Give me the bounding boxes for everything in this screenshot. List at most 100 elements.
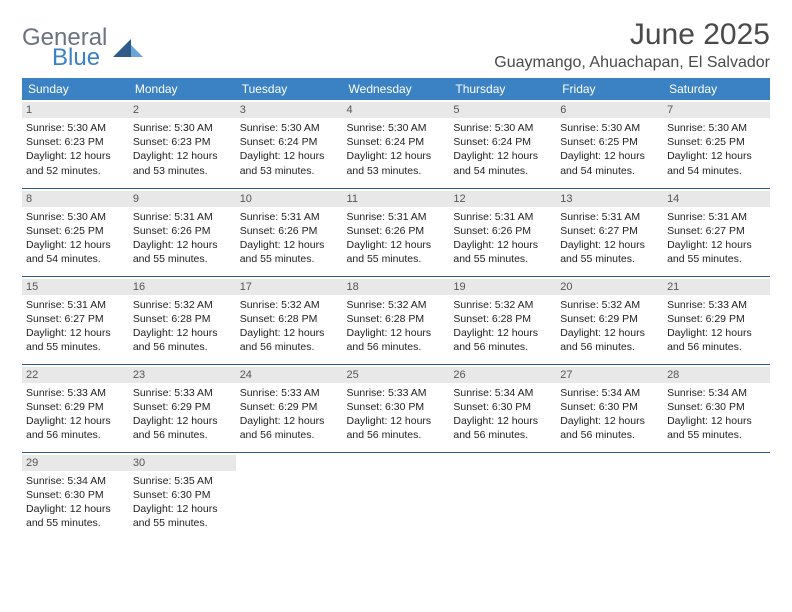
header: General Blue June 2025 Guaymango, Ahuach…: [22, 18, 770, 72]
day-cell: 14 Sunrise: 5:31 AMSunset: 6:27 PMDayligh…: [663, 188, 770, 276]
day-info: Sunrise: 5:31 AMSunset: 6:26 PMDaylight:…: [453, 210, 552, 267]
day-cell: 27 Sunrise: 5:34 AMSunset: 6:30 PMDayligh…: [556, 364, 663, 452]
day-info: Sunrise: 5:33 AMSunset: 6:29 PMDaylight:…: [133, 386, 232, 443]
day-number: 4: [343, 102, 450, 118]
day-cell: 18 Sunrise: 5:32 AMSunset: 6:28 PMDayligh…: [343, 276, 450, 364]
day-cell: 12 Sunrise: 5:31 AMSunset: 6:26 PMDayligh…: [449, 188, 556, 276]
day-cell: 28 Sunrise: 5:34 AMSunset: 6:30 PMDayligh…: [663, 364, 770, 452]
day-cell: 3 Sunrise: 5:30 AMSunset: 6:24 PMDaylight…: [236, 100, 343, 188]
day-cell: 9 Sunrise: 5:31 AMSunset: 6:26 PMDaylight…: [129, 188, 236, 276]
day-info: Sunrise: 5:34 AMSunset: 6:30 PMDaylight:…: [560, 386, 659, 443]
day-info: Sunrise: 5:31 AMSunset: 6:27 PMDaylight:…: [667, 210, 766, 267]
triangle-icon: [113, 35, 143, 62]
day-info: Sunrise: 5:31 AMSunset: 6:27 PMDaylight:…: [560, 210, 659, 267]
day-cell: 17 Sunrise: 5:32 AMSunset: 6:28 PMDayligh…: [236, 276, 343, 364]
day-number: 22: [22, 367, 129, 383]
day-number: 13: [556, 191, 663, 207]
day-cell: 29 Sunrise: 5:34 AMSunset: 6:30 PMDayligh…: [22, 452, 129, 540]
day-number: 26: [449, 367, 556, 383]
day-number: 9: [129, 191, 236, 207]
calendar-row: 22Sunrise: 5:33 AMSunset: 6:29 PMDayligh…: [22, 364, 770, 452]
calendar-table: SundayMondayTuesdayWednesdayThursdayFrid…: [22, 78, 770, 540]
day-number: 3: [236, 102, 343, 118]
calendar-row: 1Sunrise: 5:30 AMSunset: 6:23 PMDaylight…: [22, 100, 770, 188]
day-number: 27: [556, 367, 663, 383]
day-header: Sunday: [22, 78, 129, 100]
day-cell: 13 Sunrise: 5:31 AMSunset: 6:27 PMDayligh…: [556, 188, 663, 276]
day-header-row: SundayMondayTuesdayWednesdayThursdayFrid…: [22, 78, 770, 100]
day-info: Sunrise: 5:33 AMSunset: 6:29 PMDaylight:…: [26, 386, 125, 443]
day-info: Sunrise: 5:31 AMSunset: 6:26 PMDaylight:…: [240, 210, 339, 267]
day-info: Sunrise: 5:30 AMSunset: 6:24 PMDaylight:…: [240, 121, 339, 178]
day-number: 18: [343, 279, 450, 295]
day-number: 1: [22, 102, 129, 118]
day-cell: 30Sunrise: 5:35 AMSunset: 6:30 PMDayligh…: [129, 452, 236, 540]
day-cell: 10Sunrise: 5:31 AMSunset: 6:26 PMDayligh…: [236, 188, 343, 276]
day-number: 14: [663, 191, 770, 207]
day-number: 24: [236, 367, 343, 383]
day-info: Sunrise: 5:31 AMSunset: 6:26 PMDaylight:…: [347, 210, 446, 267]
day-cell: [449, 452, 556, 540]
day-number: 7: [663, 102, 770, 118]
day-info: Sunrise: 5:34 AMSunset: 6:30 PMDaylight:…: [667, 386, 766, 443]
calendar-body: 1Sunrise: 5:30 AMSunset: 6:23 PMDaylight…: [22, 100, 770, 540]
day-number: 12: [449, 191, 556, 207]
calendar-row: 8Sunrise: 5:30 AMSunset: 6:25 PMDaylight…: [22, 188, 770, 276]
day-number: 28: [663, 367, 770, 383]
day-cell: 22 Sunrise: 5:33 AMSunset: 6:29 PMDayligh…: [22, 364, 129, 452]
day-number: 16: [129, 279, 236, 295]
day-number: 17: [236, 279, 343, 295]
day-cell: [343, 452, 450, 540]
day-cell: 6Sunrise: 5:30 AMSunset: 6:25 PMDaylight…: [556, 100, 663, 188]
location: Guaymango, Ahuachapan, El Salvador: [494, 54, 770, 72]
day-cell: 7 Sunrise: 5:30 AMSunset: 6:25 PMDaylight…: [663, 100, 770, 188]
day-number: 5: [449, 102, 556, 118]
day-cell: 24 Sunrise: 5:33 AMSunset: 6:29 PMDayligh…: [236, 364, 343, 452]
day-info: Sunrise: 5:34 AMSunset: 6:30 PMDaylight:…: [453, 386, 552, 443]
day-cell: [236, 452, 343, 540]
day-cell: 16Sunrise: 5:32 AMSunset: 6:28 PMDayligh…: [129, 276, 236, 364]
day-info: Sunrise: 5:32 AMSunset: 6:28 PMDaylight:…: [453, 298, 552, 355]
day-cell: 15 Sunrise: 5:31 AMSunset: 6:27 PMDayligh…: [22, 276, 129, 364]
day-info: Sunrise: 5:32 AMSunset: 6:28 PMDaylight:…: [347, 298, 446, 355]
day-cell: 26 Sunrise: 5:34 AMSunset: 6:30 PMDayligh…: [449, 364, 556, 452]
day-info: Sunrise: 5:30 AMSunset: 6:23 PMDaylight:…: [133, 121, 232, 178]
day-number: 15: [22, 279, 129, 295]
day-number: 20: [556, 279, 663, 295]
day-info: Sunrise: 5:31 AMSunset: 6:26 PMDaylight:…: [133, 210, 232, 267]
logo: General Blue: [22, 24, 143, 72]
day-info: Sunrise: 5:33 AMSunset: 6:29 PMDaylight:…: [667, 298, 766, 355]
day-info: Sunrise: 5:32 AMSunset: 6:29 PMDaylight:…: [560, 298, 659, 355]
month-title: June 2025: [494, 18, 770, 52]
day-cell: [663, 452, 770, 540]
day-header: Tuesday: [236, 78, 343, 100]
calendar-row: 29 Sunrise: 5:34 AMSunset: 6:30 PMDayligh…: [22, 452, 770, 540]
day-number: 29: [22, 455, 129, 471]
day-number: 19: [449, 279, 556, 295]
day-cell: 11Sunrise: 5:31 AMSunset: 6:26 PMDayligh…: [343, 188, 450, 276]
day-header: Monday: [129, 78, 236, 100]
day-info: Sunrise: 5:31 AMSunset: 6:27 PMDaylight:…: [26, 298, 125, 355]
day-info: Sunrise: 5:33 AMSunset: 6:29 PMDaylight:…: [240, 386, 339, 443]
day-cell: 1Sunrise: 5:30 AMSunset: 6:23 PMDaylight…: [22, 100, 129, 188]
day-info: Sunrise: 5:30 AMSunset: 6:25 PMDaylight:…: [26, 210, 125, 267]
day-info: Sunrise: 5:32 AMSunset: 6:28 PMDaylight:…: [240, 298, 339, 355]
day-info: Sunrise: 5:30 AMSunset: 6:25 PMDaylight:…: [667, 121, 766, 178]
day-info: Sunrise: 5:35 AMSunset: 6:30 PMDaylight:…: [133, 474, 232, 531]
day-cell: 5Sunrise: 5:30 AMSunset: 6:24 PMDaylight…: [449, 100, 556, 188]
day-header: Saturday: [663, 78, 770, 100]
title-block: June 2025 Guaymango, Ahuachapan, El Salv…: [494, 18, 770, 72]
day-info: Sunrise: 5:34 AMSunset: 6:30 PMDaylight:…: [26, 474, 125, 531]
day-cell: 8Sunrise: 5:30 AMSunset: 6:25 PMDaylight…: [22, 188, 129, 276]
day-cell: 4 Sunrise: 5:30 AMSunset: 6:24 PMDaylight…: [343, 100, 450, 188]
day-cell: 2Sunrise: 5:30 AMSunset: 6:23 PMDaylight…: [129, 100, 236, 188]
day-number: 25: [343, 367, 450, 383]
day-info: Sunrise: 5:30 AMSunset: 6:24 PMDaylight:…: [347, 121, 446, 178]
day-number: 6: [556, 102, 663, 118]
day-cell: 20 Sunrise: 5:32 AMSunset: 6:29 PMDayligh…: [556, 276, 663, 364]
calendar-row: 15 Sunrise: 5:31 AMSunset: 6:27 PMDayligh…: [22, 276, 770, 364]
day-number: 23: [129, 367, 236, 383]
day-number: 21: [663, 279, 770, 295]
day-cell: 23 Sunrise: 5:33 AMSunset: 6:29 PMDayligh…: [129, 364, 236, 452]
day-cell: 19 Sunrise: 5:32 AMSunset: 6:28 PMDayligh…: [449, 276, 556, 364]
